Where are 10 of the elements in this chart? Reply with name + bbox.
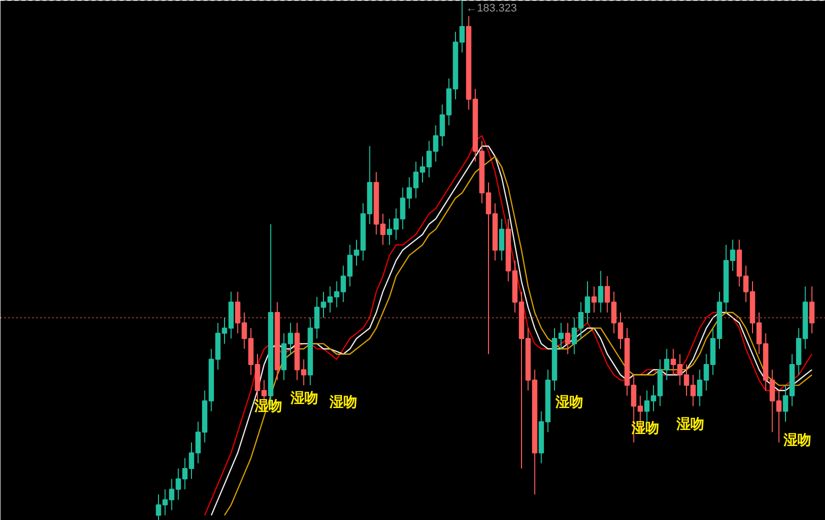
annotation: 湿吻: [554, 394, 584, 410]
annotation: 湿吻: [328, 394, 358, 410]
candlestick: [499, 218, 504, 261]
candlestick: [591, 286, 597, 313]
candlestick: [598, 270, 604, 313]
annotation: 湿吻: [782, 432, 812, 448]
annotation: 湿吻: [290, 390, 318, 406]
annotation: ←183.323: [466, 2, 517, 14]
candlestick: [565, 322, 570, 355]
annotation: 湿吻: [676, 416, 704, 432]
